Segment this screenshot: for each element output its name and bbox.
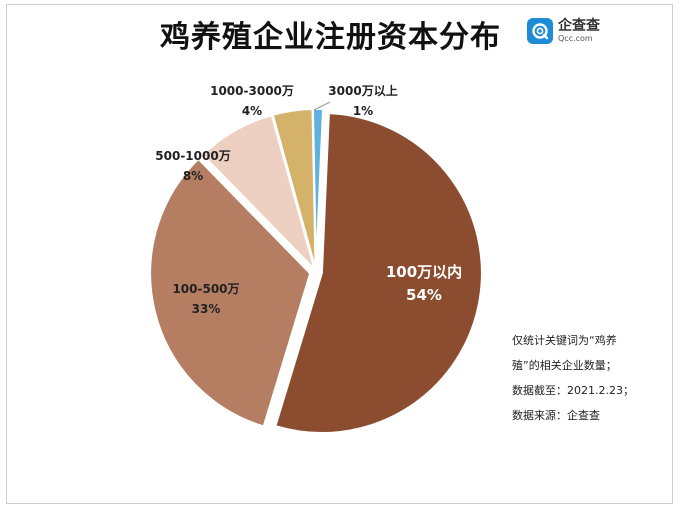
logo-name-en: Qcc.com: [558, 34, 593, 43]
slice-label: 1000-3000万: [210, 84, 294, 98]
slice-value-label: 4%: [242, 104, 262, 118]
note-line: 数据截至：2021.2.23；: [512, 384, 634, 397]
slice-value-label: 8%: [183, 169, 203, 183]
slice-label: 3000万以上: [328, 83, 397, 98]
slice-label: 100-500万: [172, 282, 239, 296]
slice-value-label: 33%: [192, 302, 221, 316]
note-line: 仅统计关键词为“鸡养: [512, 334, 617, 347]
slice-label: 100万以内: [386, 263, 462, 281]
qcc-logo: 企查查 Qcc.com: [527, 18, 600, 44]
footnote: 仅统计关键词为“鸡养 殖”的相关企业数量； 数据截至：2021.2.23； 数据…: [512, 328, 652, 428]
leader-line: [313, 101, 331, 111]
slice-value-label: 1%: [353, 104, 373, 118]
pie-slice: [201, 113, 316, 271]
slice-label: 500-1000万: [155, 149, 230, 163]
chart-title: 鸡养殖企业注册资本分布: [160, 20, 501, 55]
qcc-logo-icon: [527, 18, 553, 44]
note-line: 殖”的相关企业数量；: [512, 359, 617, 372]
slice-value-label: 54%: [406, 286, 442, 304]
pie-slice: [274, 112, 483, 434]
pie-slice: [149, 157, 312, 428]
pie-slice: [311, 108, 325, 270]
logo-name-cn: 企查查: [558, 18, 600, 34]
note-line: 数据来源：企查查: [512, 409, 600, 422]
